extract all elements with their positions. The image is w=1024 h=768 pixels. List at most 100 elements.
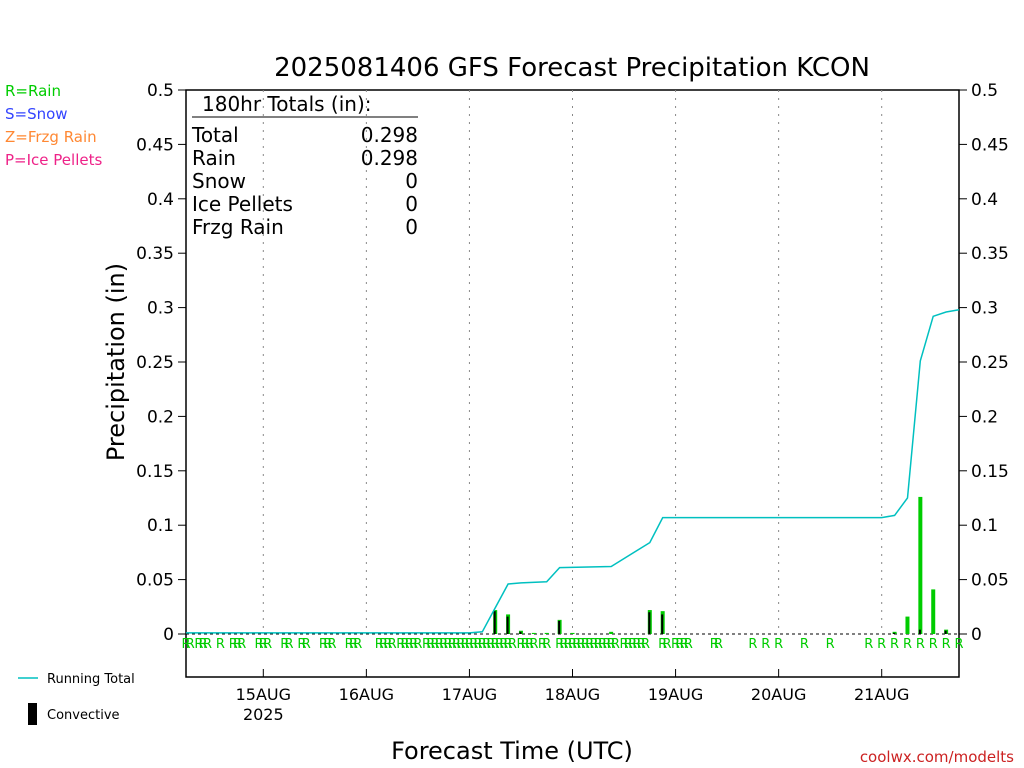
rain-bar [931,589,936,634]
rain-type-marker: R [594,637,603,652]
totals-row-value: 0.298 [361,146,418,170]
convective-bars [493,611,947,634]
totals-heading: 180hr Totals (in): [202,92,372,116]
y-axis-left: 0 0.05 0.1 0.15 0.2 0.25 0.3 0.35 0.4 0.45 0.5 [136,81,186,645]
rain-type-marker: R [929,637,938,652]
rain-type-marker: R [426,637,435,652]
rain-type-marker: R [435,637,444,652]
rain-type-marker: R [568,637,577,652]
totals-row-value: 0.298 [361,123,418,147]
rain-type-marker: R [710,637,719,652]
rain-bar [570,632,575,634]
x-tick-label: 15AUG [236,685,291,704]
convective-bar [519,631,522,634]
y-tick-label-left: 0.4 [147,190,174,210]
rain-type-marker: R [864,637,873,652]
rain-type-marker: R [319,637,328,652]
rain-type-marker: R [671,637,680,652]
rain-type-marker: R [611,637,620,652]
rain-type-marker: R [491,637,500,652]
rain-type-marker: R [383,637,392,652]
rain-type-marker: R [877,637,886,652]
x-tick-label: 16AUG [339,685,394,704]
rain-type-marker: R [353,637,362,652]
rain-type-marker: R [388,637,397,652]
totals-row-label: Frzg Rain [192,215,284,239]
totals-row-value: 0 [405,192,418,216]
series-legend: Running Total Convective [18,672,135,725]
rain-type-marker: R [254,637,263,652]
rain-type-marker: R [302,637,311,652]
rain-type-marker: R [529,637,538,652]
y-tick-label-left: 0.1 [147,516,174,536]
rain-type-marker: R [280,637,289,652]
rain-type-marker: R [448,637,457,652]
rain-type-marker: R [916,637,925,652]
rain-type-marker: R [572,637,581,652]
convective-bar [648,612,651,634]
rain-type-marker: R [632,637,641,652]
rain-type-marker: R [542,637,551,652]
totals-row-value: 0 [405,169,418,193]
rain-type-marker: R [473,637,482,652]
rain-type-marker: R [675,637,684,652]
rain-type-marker: R [375,637,384,652]
type-legend-item: R=Rain [5,82,61,100]
rain-type-marker: R [589,637,598,652]
rain-type-marker: R [538,637,547,652]
rain-type-marker: R [482,637,491,652]
rain-type-marker: R [216,637,225,652]
rain-type-marker: R [323,637,332,652]
rain-type-marker: R [465,637,474,652]
rain-type-marker: R [748,637,757,652]
totals-row-label: Ice Pellets [192,192,293,216]
rain-type-marker: R [409,637,418,652]
y-tick-label-right: 0.05 [971,571,1009,591]
grid-lines [262,90,883,634]
rain-type-marker: R [379,637,388,652]
y-axis-label: Precipitation (in) [102,263,130,461]
rain-bar [918,496,923,634]
x-tick-label: 20AUG [751,685,806,704]
x-tick-label: 21AUG [854,685,909,704]
rain-type-marker: R [624,637,633,652]
rain-type-marker: R [602,637,611,652]
type-legend: R=Rain S=Snow Z=Frzg Rain P=Ice Pellets [5,82,102,169]
rain-type-marker: R [774,637,783,652]
rain-type-marker: R [181,637,190,652]
rain-type-marker: R [637,637,646,652]
y-tick-label-left: 0.05 [136,571,174,591]
rain-bar [905,616,910,634]
rain-type-marker: R [521,637,530,652]
rain-type-marker: R [658,637,667,652]
rain-type-marker: R [486,637,495,652]
rain-type-marker: R [577,637,586,652]
convective-bar [893,632,896,634]
x-tick-label: 17AUG [442,685,497,704]
rain-type-marker: R [461,637,470,652]
x-axis-label: Forecast Time (UTC) [391,737,633,765]
x-tick-label: 18AUG [545,685,600,704]
rain-type-marker: R [826,637,835,652]
rain-type-marker: R [199,637,208,652]
rain-type-marker: R [327,637,336,652]
rain-bar [609,631,614,634]
rain-type-marker: R [469,637,478,652]
convective-bar [918,629,921,634]
rain-type-marker: R [186,637,195,652]
rain-type-marker: R [662,637,671,652]
totals-box: 180hr Totals (in): Total 0.298 Rain 0.298 Sn… [191,92,418,239]
rain-type-marker: R [800,637,809,652]
running-total-line [186,309,960,634]
series-legend-label: Convective [47,708,120,723]
rain-type-marker: R [259,637,268,652]
x-tick-label: 19AUG [648,685,703,704]
rain-type-marker: R [263,637,272,652]
convective-bar [506,616,509,634]
rain-type-marker: R [628,637,637,652]
rain-type-marker: R [581,637,590,652]
rain-type-marker: R [903,637,912,652]
